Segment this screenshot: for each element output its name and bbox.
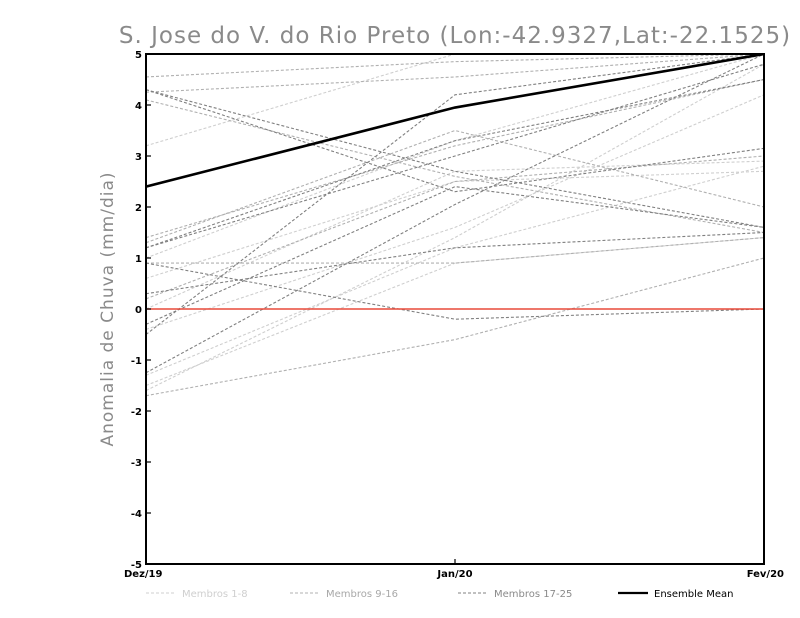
legend-label: Ensemble Mean bbox=[654, 589, 733, 600]
legend: Membros 1-8 Membros 9-16 Membros 17-25 Ense… bbox=[146, 589, 733, 600]
series-line-23 bbox=[146, 231, 764, 295]
ensemble-mean-line bbox=[146, 54, 764, 188]
y-tick-label: -3 bbox=[131, 458, 142, 469]
series-line-13 bbox=[146, 257, 764, 397]
series-line-5 bbox=[146, 165, 764, 376]
series-line-19 bbox=[146, 262, 764, 320]
y-tick-label: -4 bbox=[131, 509, 142, 520]
series-line-4 bbox=[146, 160, 764, 310]
x-tick-label: Fev/20 bbox=[747, 569, 784, 580]
series-line-15 bbox=[146, 129, 764, 244]
series-line-18 bbox=[146, 89, 764, 193]
series-line-2 bbox=[146, 63, 764, 392]
series-line-11 bbox=[146, 78, 764, 239]
plot-area: -5 -4 -3 -2 -1 0 1 2 3 4 5 Dez/19 Jan/20 Fev/20 bbox=[124, 50, 784, 580]
x-tick-label: Dez/19 bbox=[124, 569, 163, 580]
series-line-7 bbox=[146, 94, 764, 330]
series-line-22 bbox=[146, 78, 764, 249]
y-tick-label: 0 bbox=[135, 305, 142, 316]
y-tick-label: 2 bbox=[135, 203, 142, 214]
y-tick-label: 1 bbox=[135, 254, 142, 265]
y-tick-label: 3 bbox=[135, 152, 142, 163]
series-line-10 bbox=[146, 54, 764, 93]
legend-label: Membros 9-16 bbox=[326, 589, 398, 600]
chart-title: S. Jose do V. do Rio Preto (Lon:-42.9327… bbox=[119, 23, 791, 49]
series-line-24 bbox=[146, 63, 764, 249]
series-line-1 bbox=[146, 54, 764, 147]
y-axis-label: Anomalia de Chuva (mm/dia) bbox=[98, 171, 118, 446]
series-line-8 bbox=[146, 170, 764, 279]
series-line-12 bbox=[146, 155, 764, 300]
y-tick-label: 4 bbox=[135, 101, 142, 112]
series-line-3 bbox=[146, 237, 764, 387]
series-line-21 bbox=[146, 54, 764, 374]
legend-label: Membros 1-8 bbox=[182, 589, 248, 600]
series-line-17 bbox=[146, 89, 764, 228]
series-line-9 bbox=[146, 54, 764, 78]
series-line-20 bbox=[146, 54, 764, 335]
y-tick-label: -2 bbox=[131, 407, 142, 418]
series-line-16 bbox=[146, 237, 764, 264]
y-tick-label: 5 bbox=[135, 50, 142, 61]
series-line-25 bbox=[146, 186, 764, 325]
y-tick-label: -1 bbox=[131, 356, 142, 367]
legend-label: Membros 17-25 bbox=[494, 589, 572, 600]
x-tick-label: Jan/20 bbox=[436, 569, 472, 580]
series-group bbox=[146, 54, 764, 397]
y-tick-label: -5 bbox=[131, 560, 142, 571]
